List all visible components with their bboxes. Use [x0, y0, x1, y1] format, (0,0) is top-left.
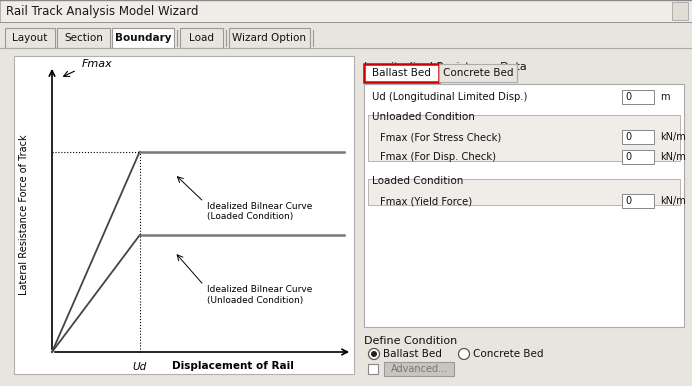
Text: Wizard Option: Wizard Option	[233, 33, 307, 43]
Text: m: m	[660, 92, 669, 102]
Text: kN/m: kN/m	[660, 196, 686, 206]
Bar	[622, 90, 654, 104]
Text: 0: 0	[625, 152, 631, 162]
Text: Load: Load	[189, 33, 214, 43]
Text: 0: 0	[625, 92, 631, 102]
Text: kN/m: kN/m	[660, 132, 686, 142]
Bar	[180, 28, 223, 48]
Bar	[384, 362, 454, 376]
Bar	[0, 0, 692, 22]
Text: Fmax: Fmax	[82, 59, 113, 69]
Text: Fmax (For Stress Check): Fmax (For Stress Check)	[380, 132, 501, 142]
Bar	[0, 26, 692, 50]
Bar	[364, 330, 684, 380]
Text: Section: Section	[64, 33, 103, 43]
Text: Ud (Longitudinal Limited Disp.): Ud (Longitudinal Limited Disp.)	[372, 92, 527, 102]
Bar	[57, 28, 110, 48]
Bar	[364, 84, 684, 327]
Text: Advanced...: Advanced...	[390, 364, 448, 374]
Text: Concrete Bed: Concrete Bed	[473, 349, 543, 359]
Text: Ballast Bed: Ballast Bed	[383, 349, 442, 359]
Text: Fmax (For Disp. Check): Fmax (For Disp. Check)	[380, 152, 496, 162]
Text: Rail Track Analysis Model Wizard: Rail Track Analysis Model Wizard	[6, 5, 199, 17]
Text: Loaded Condition: Loaded Condition	[372, 176, 464, 186]
Text: Layout: Layout	[12, 33, 48, 43]
Bar	[368, 115, 680, 161]
Circle shape	[369, 349, 379, 359]
Text: 0: 0	[625, 132, 631, 142]
Text: Boundary: Boundary	[115, 33, 171, 43]
Bar	[622, 130, 654, 144]
Text: kN/m: kN/m	[660, 152, 686, 162]
Text: Unloaded Condition: Unloaded Condition	[372, 112, 475, 122]
Text: Longitudinal Resistance Data: Longitudinal Resistance Data	[364, 62, 527, 72]
Text: Define Condition: Define Condition	[364, 336, 457, 346]
Text: Ballast Bed: Ballast Bed	[372, 68, 430, 78]
Bar	[112, 28, 174, 48]
Circle shape	[459, 349, 469, 359]
Bar	[439, 64, 517, 82]
Bar	[5, 28, 55, 48]
Bar	[622, 194, 654, 208]
Text: Ud: Ud	[132, 362, 147, 372]
Bar	[368, 179, 680, 205]
Text: 0: 0	[625, 196, 631, 206]
Bar	[364, 64, 439, 82]
Bar	[672, 2, 688, 20]
Text: Idealized Bilnear Curve
(Unloaded Condition): Idealized Bilnear Curve (Unloaded Condit…	[207, 285, 312, 305]
Text: Lateral Resistance Force of Track: Lateral Resistance Force of Track	[19, 135, 29, 295]
Text: Concrete Bed: Concrete Bed	[443, 68, 513, 78]
Text: Displacement of Rail: Displacement of Rail	[172, 361, 294, 371]
Text: Fmax (Yield Force): Fmax (Yield Force)	[380, 196, 472, 206]
Bar	[229, 28, 310, 48]
Circle shape	[371, 351, 377, 357]
Bar	[14, 56, 354, 374]
Text: x: x	[677, 5, 684, 17]
Bar	[368, 364, 378, 374]
Text: Idealized Bilnear Curve
(Loaded Condition): Idealized Bilnear Curve (Loaded Conditio…	[207, 202, 312, 221]
Bar	[622, 150, 654, 164]
